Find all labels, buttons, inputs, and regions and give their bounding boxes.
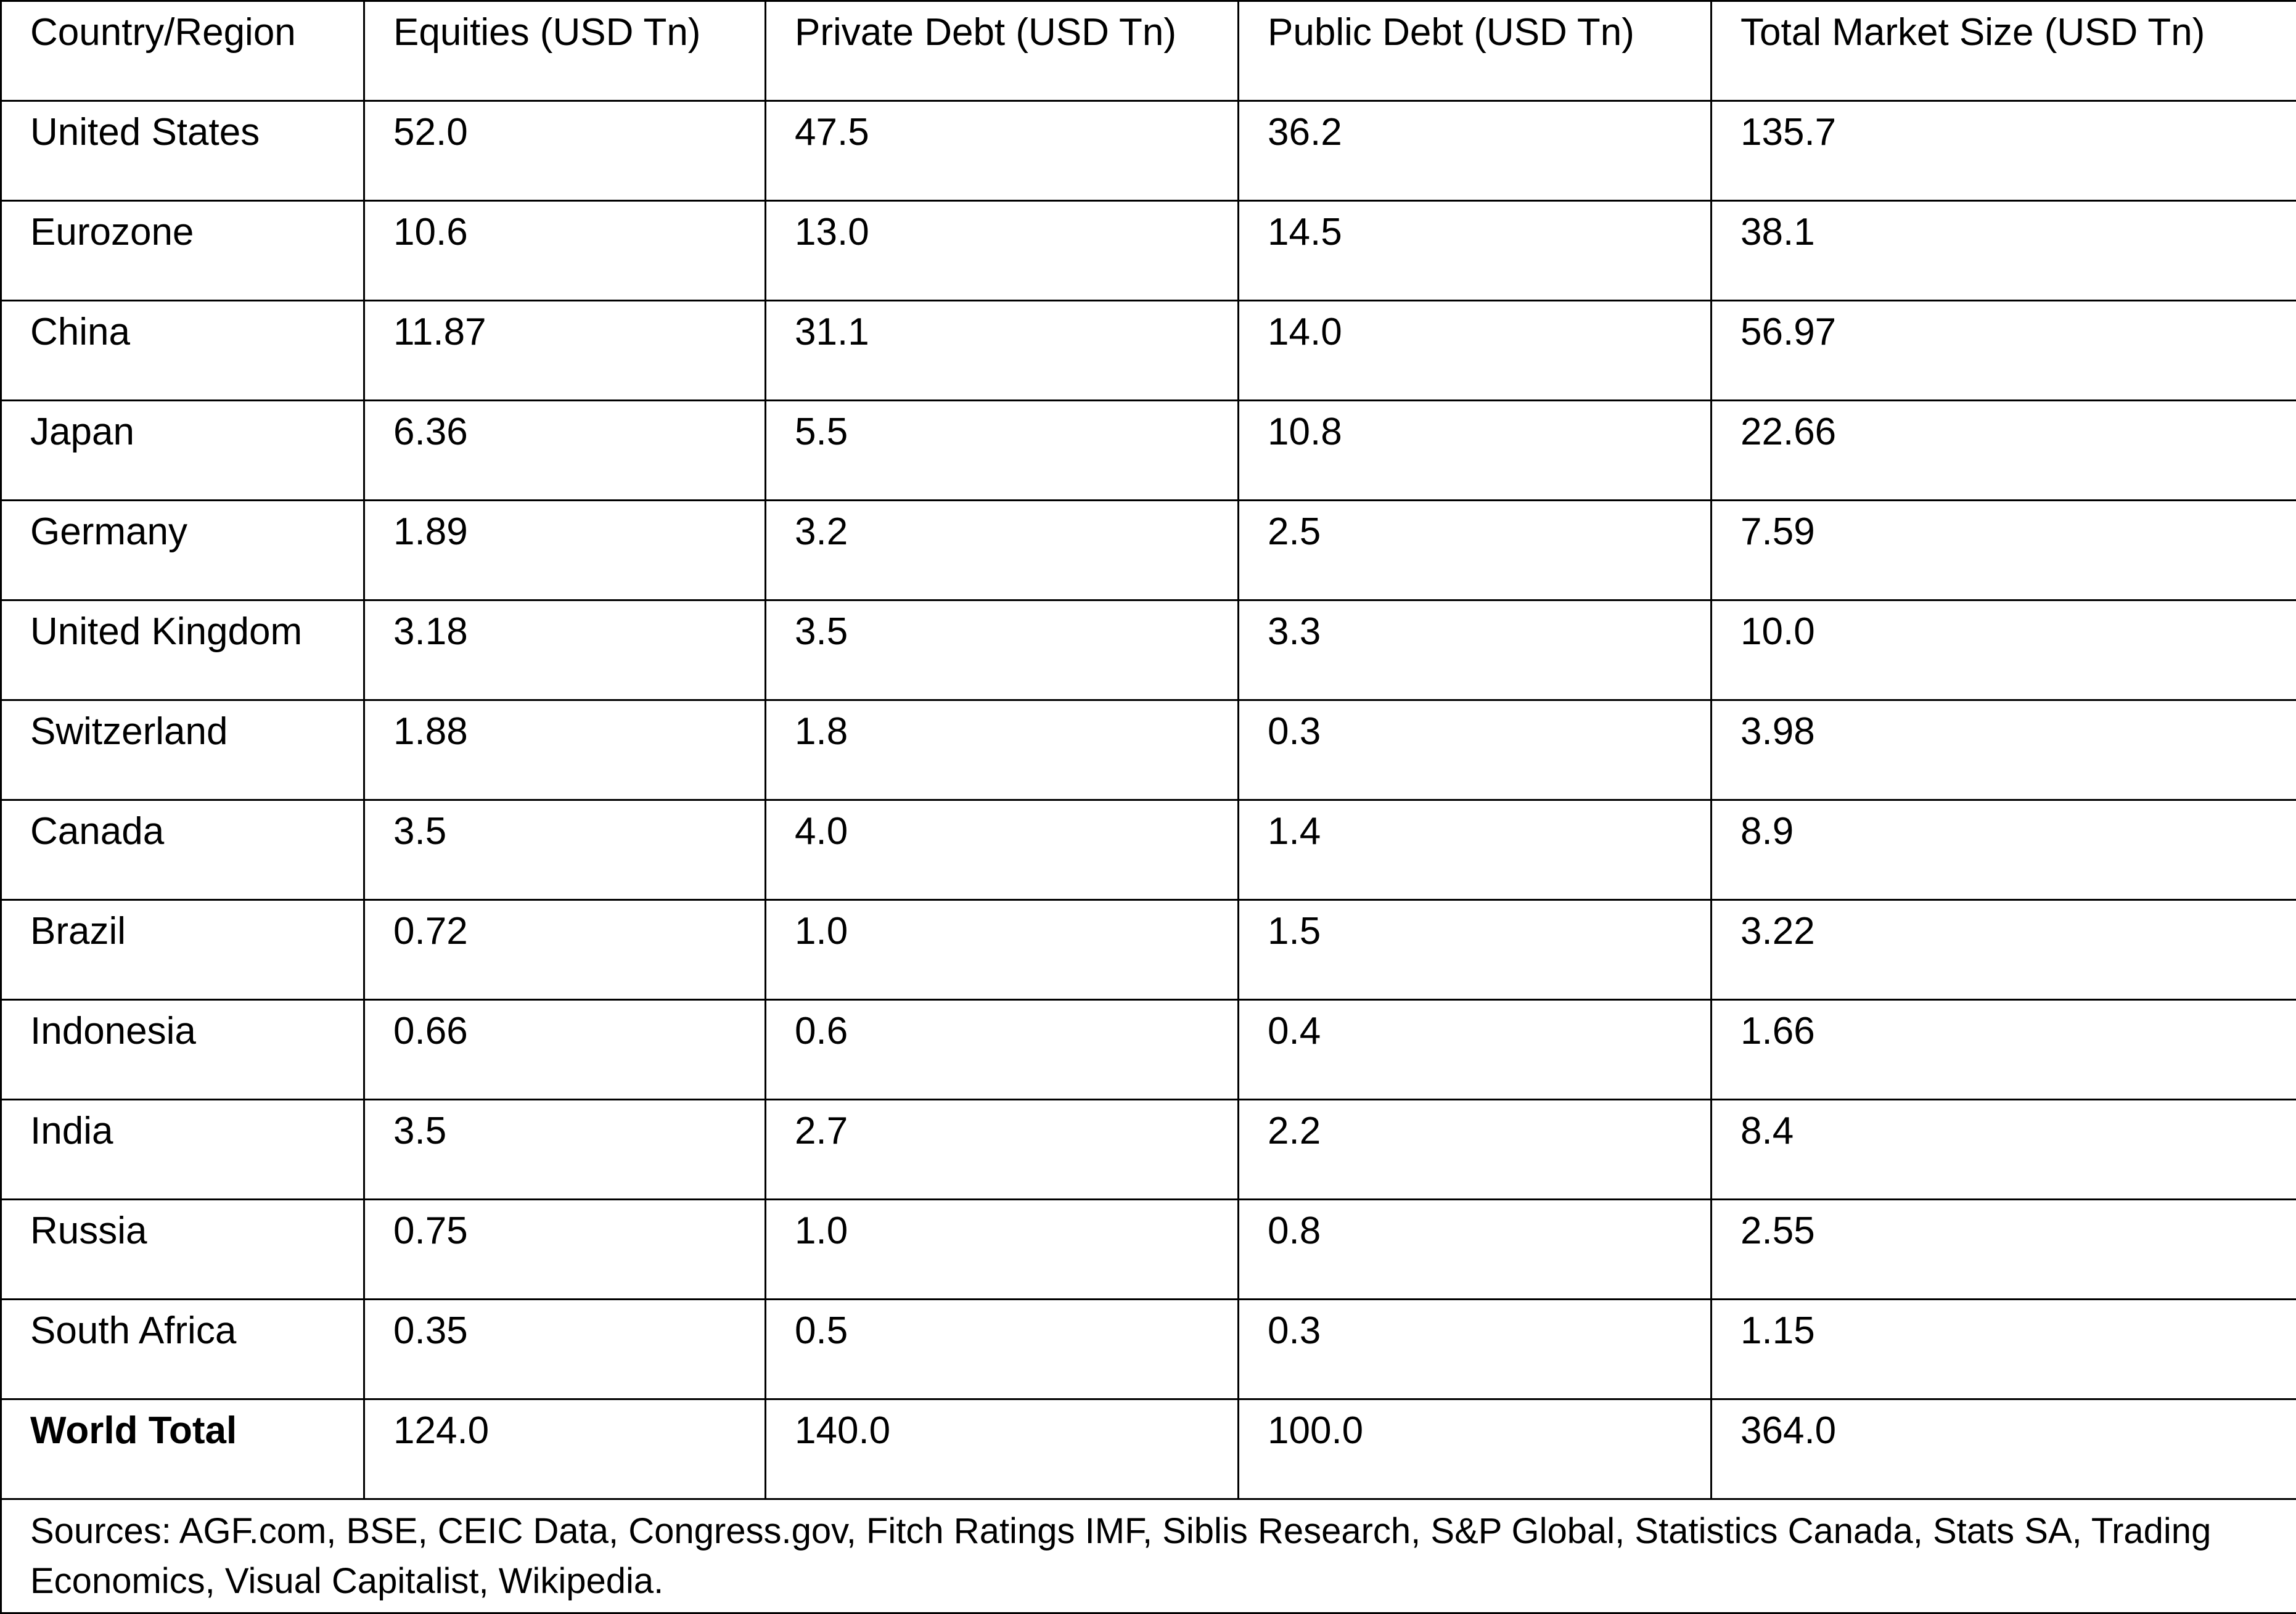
table-cell: 47.5 — [766, 101, 1239, 201]
table-cell: 8.4 — [1712, 1100, 2296, 1200]
table-cell: 10.6 — [364, 201, 766, 301]
row-label: India — [1, 1100, 364, 1200]
table-cell: 14.5 — [1239, 201, 1712, 301]
table-cell: 3.5 — [766, 600, 1239, 700]
row-label: World Total — [1, 1399, 364, 1499]
row-label: China — [1, 301, 364, 401]
column-header: Country/Region — [1, 1, 364, 101]
table-cell: 0.4 — [1239, 1000, 1712, 1100]
row-label: Germany — [1, 501, 364, 600]
table-cell: 38.1 — [1712, 201, 2296, 301]
table-cell: 10.8 — [1239, 401, 1712, 501]
table-cell: 0.6 — [766, 1000, 1239, 1100]
table-cell: 52.0 — [364, 101, 766, 201]
column-header: Total Market Size (USD Tn) — [1712, 1, 2296, 101]
row-label: United States — [1, 101, 364, 201]
table-cell: 4.0 — [766, 800, 1239, 900]
table-cell: 14.0 — [1239, 301, 1712, 401]
table-cell: 3.3 — [1239, 600, 1712, 700]
table-cell: 1.89 — [364, 501, 766, 600]
table-cell: 3.5 — [364, 800, 766, 900]
table-cell: 3.5 — [364, 1100, 766, 1200]
table-cell: 0.5 — [766, 1300, 1239, 1399]
table-footer: Sources: AGF.com, BSE, CEIC Data, Congre… — [1, 1499, 2296, 1613]
column-header: Equities (USD Tn) — [364, 1, 766, 101]
table-cell: 1.5 — [1239, 900, 1712, 1000]
table-cell: 0.75 — [364, 1200, 766, 1300]
table-cell: 3.2 — [766, 501, 1239, 600]
row-label: Eurozone — [1, 201, 364, 301]
table-cell: 1.15 — [1712, 1300, 2296, 1399]
row-label: Brazil — [1, 900, 364, 1000]
table-cell: 1.0 — [766, 1200, 1239, 1300]
table-cell: 8.9 — [1712, 800, 2296, 900]
table-cell: 31.1 — [766, 301, 1239, 401]
table-cell: 36.2 — [1239, 101, 1712, 201]
table-cell: 56.97 — [1712, 301, 2296, 401]
table-cell: 135.7 — [1712, 101, 2296, 201]
table-cell: 124.0 — [364, 1399, 766, 1499]
table-cell: 140.0 — [766, 1399, 1239, 1499]
column-header: Public Debt (USD Tn) — [1239, 1, 1712, 101]
table-cell: 1.0 — [766, 900, 1239, 1000]
table-cell: 7.59 — [1712, 501, 2296, 600]
table-cell: 10.0 — [1712, 600, 2296, 700]
row-label: Japan — [1, 401, 364, 501]
table-cell: 3.22 — [1712, 900, 2296, 1000]
table-cell: 11.87 — [364, 301, 766, 401]
table-cell: 1.88 — [364, 700, 766, 800]
row-label: United Kingdom — [1, 600, 364, 700]
table-cell: 364.0 — [1712, 1399, 2296, 1499]
column-header: Private Debt (USD Tn) — [766, 1, 1239, 101]
row-label: Indonesia — [1, 1000, 364, 1100]
row-label: Switzerland — [1, 700, 364, 800]
table-cell: 0.8 — [1239, 1200, 1712, 1300]
table-cell: 3.18 — [364, 600, 766, 700]
sources-note: Sources: AGF.com, BSE, CEIC Data, Congre… — [1, 1499, 2296, 1613]
footer-row: Sources: AGF.com, BSE, CEIC Data, Congre… — [1, 1499, 2296, 1613]
row-label: Russia — [1, 1200, 364, 1300]
table-cell: 1.8 — [766, 700, 1239, 800]
table-cell: 3.98 — [1712, 700, 2296, 800]
table-cell: 22.66 — [1712, 401, 2296, 501]
table-cell: 0.3 — [1239, 1300, 1712, 1399]
table-cell: 2.2 — [1239, 1100, 1712, 1200]
table-cell: 0.35 — [364, 1300, 766, 1399]
table-cell: 5.5 — [766, 401, 1239, 501]
table-cell: 0.66 — [364, 1000, 766, 1100]
table-cell: 0.72 — [364, 900, 766, 1000]
table-cell: 0.3 — [1239, 700, 1712, 800]
table-cell: 13.0 — [766, 201, 1239, 301]
row-label: Canada — [1, 800, 364, 900]
table-cell: 2.55 — [1712, 1200, 2296, 1300]
table-cell: 2.7 — [766, 1100, 1239, 1200]
table-cell: 2.5 — [1239, 501, 1712, 600]
row-label: South Africa — [1, 1300, 364, 1399]
table-cell: 100.0 — [1239, 1399, 1712, 1499]
table-cell: 6.36 — [364, 401, 766, 501]
table-cell: 1.4 — [1239, 800, 1712, 900]
table-cell: 1.66 — [1712, 1000, 2296, 1100]
